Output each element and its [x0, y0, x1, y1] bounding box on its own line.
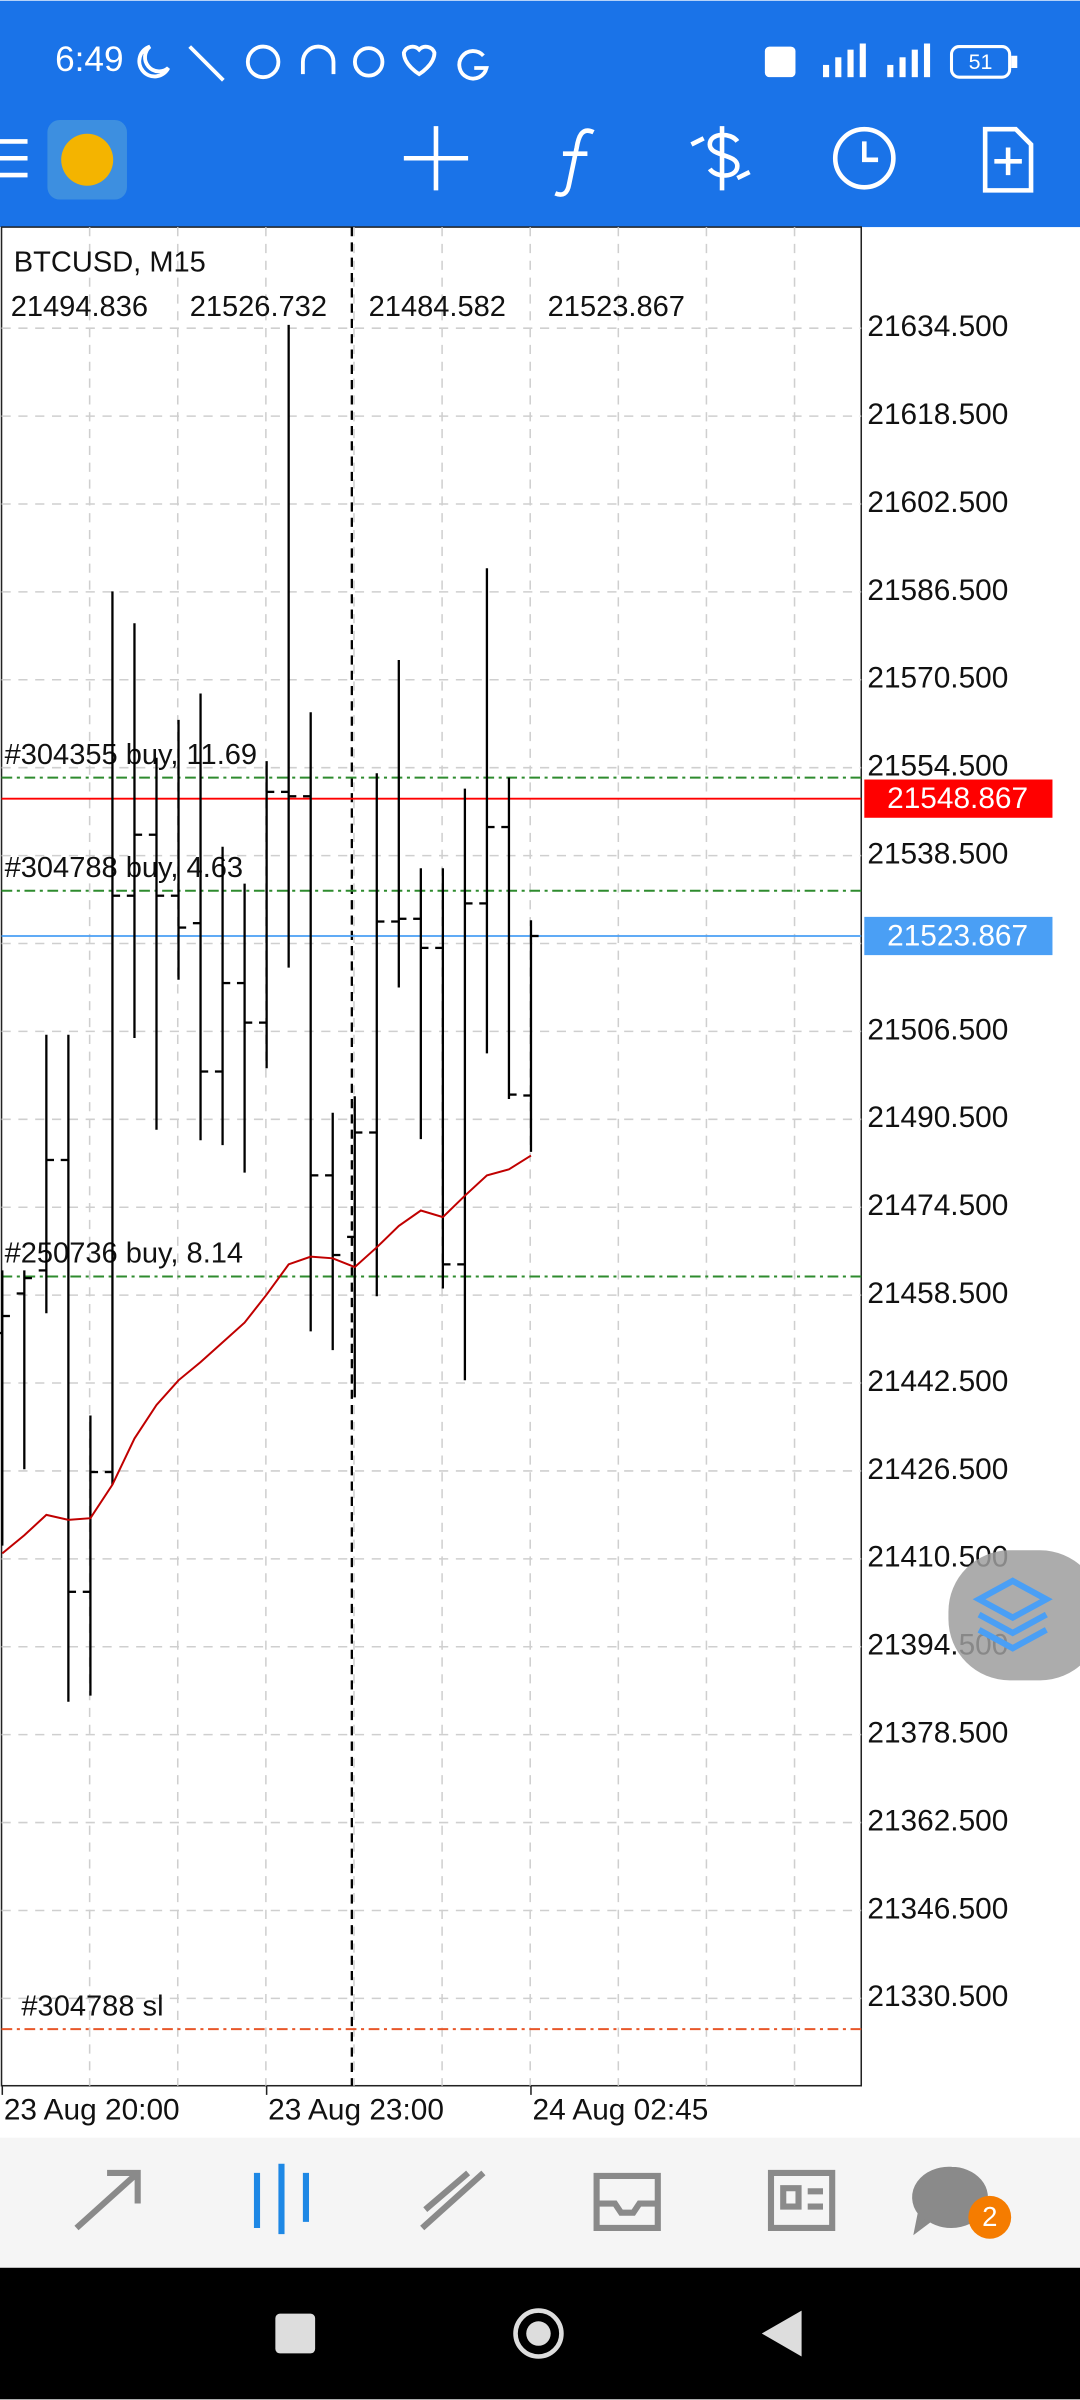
home-dot [526, 2321, 551, 2346]
status-icons [137, 44, 489, 82]
x-tick-label: 24 Aug 02:45 [533, 2094, 709, 2127]
y-tick-label: 21474.500 [867, 1189, 1008, 1222]
y-tick-label: 21458.500 [867, 1277, 1008, 1310]
y-tick-label: 21362.500 [867, 1804, 1008, 1837]
battery [949, 45, 1012, 79]
order-label: #250736 buy, 8.14 [5, 1238, 244, 1270]
order-label: #304788 buy, 4.63 [5, 852, 244, 884]
y-tick-label: 21570.500 [867, 662, 1008, 695]
chat-badge [968, 2195, 1012, 2239]
y-tick-label: 21554.500 [867, 750, 1008, 783]
y-tick-label: 21634.500 [867, 310, 1008, 343]
news-tab[interactable] [767, 2169, 836, 2232]
y-tick-label: 21586.500 [867, 574, 1008, 607]
bottom-nav-icons [74, 2163, 988, 2236]
x-tick-label: 23 Aug 23:00 [268, 2094, 444, 2127]
timeframe-button[interactable] [832, 126, 896, 190]
header-ohlc-value: 21494.836 [11, 291, 148, 323]
app-logo-mark [61, 133, 114, 186]
order-label: #304788 sl [21, 1990, 163, 2022]
header-ohlc-value: 21523.867 [548, 291, 685, 323]
widget-icon [972, 1577, 1053, 1652]
y-tick-label: 21618.500 [867, 398, 1008, 431]
chat-tab[interactable] [912, 2166, 988, 2236]
y-tick-label: 21538.500 [867, 837, 1008, 870]
crosshair-button[interactable] [403, 126, 469, 191]
recents-button[interactable] [275, 2313, 316, 2354]
indicators-button[interactable] [554, 128, 595, 197]
ask-label: 21548.867 [887, 782, 1028, 815]
y-tick-label: 21346.500 [867, 1892, 1008, 1925]
y-tick-label: 21330.500 [867, 1980, 1008, 2013]
moving-average [1, 1154, 532, 1555]
y-tick-label: 21442.500 [867, 1365, 1008, 1398]
home-button[interactable] [513, 2308, 564, 2359]
clock: 6:49 [55, 40, 123, 79]
y-tick-label: 21378.500 [867, 1717, 1008, 1750]
battery-tip [1011, 55, 1018, 68]
plot-area [0, 226, 863, 2087]
bottom-nav [0, 2137, 1080, 2268]
header-bg [0, 0, 1080, 228]
trade-tab[interactable] [420, 2170, 486, 2231]
header-ohlc-value: 21484.582 [369, 291, 506, 323]
bid-box [864, 916, 1053, 956]
menu-button[interactable] [0, 139, 28, 178]
quotes-tab[interactable] [74, 2169, 141, 2231]
signal-icons [764, 43, 931, 78]
y-tick-label: 21490.500 [867, 1101, 1008, 1134]
bid-label: 21523.867 [887, 919, 1028, 952]
history-tab[interactable] [593, 2172, 661, 2232]
header-ohlc-value: 21526.732 [190, 291, 327, 323]
ask-box [864, 779, 1053, 818]
y-tick-label: 21426.500 [867, 1453, 1008, 1486]
chart: 21634.500 21618.500 21602.500 21586.500 2157… [0, 227, 1053, 2127]
y-tick-label: 21506.500 [867, 1013, 1008, 1046]
chart-tab[interactable] [253, 2163, 310, 2235]
chart-title: BTCUSD, M15 [14, 246, 206, 278]
new-order-button[interactable] [982, 126, 1034, 193]
y-tick-label: 21602.500 [867, 486, 1008, 519]
toolbar[interactable] [0, 126, 1034, 197]
back-button[interactable] [761, 2310, 802, 2357]
chat-badge-count: 2 [982, 2201, 997, 2232]
battery-level: 51 [969, 50, 993, 74]
trade-button[interactable] [690, 126, 751, 191]
x-tick-label: 23 Aug 20:00 [4, 2094, 180, 2127]
order-label: #304355 buy, 11.69 [5, 739, 258, 771]
